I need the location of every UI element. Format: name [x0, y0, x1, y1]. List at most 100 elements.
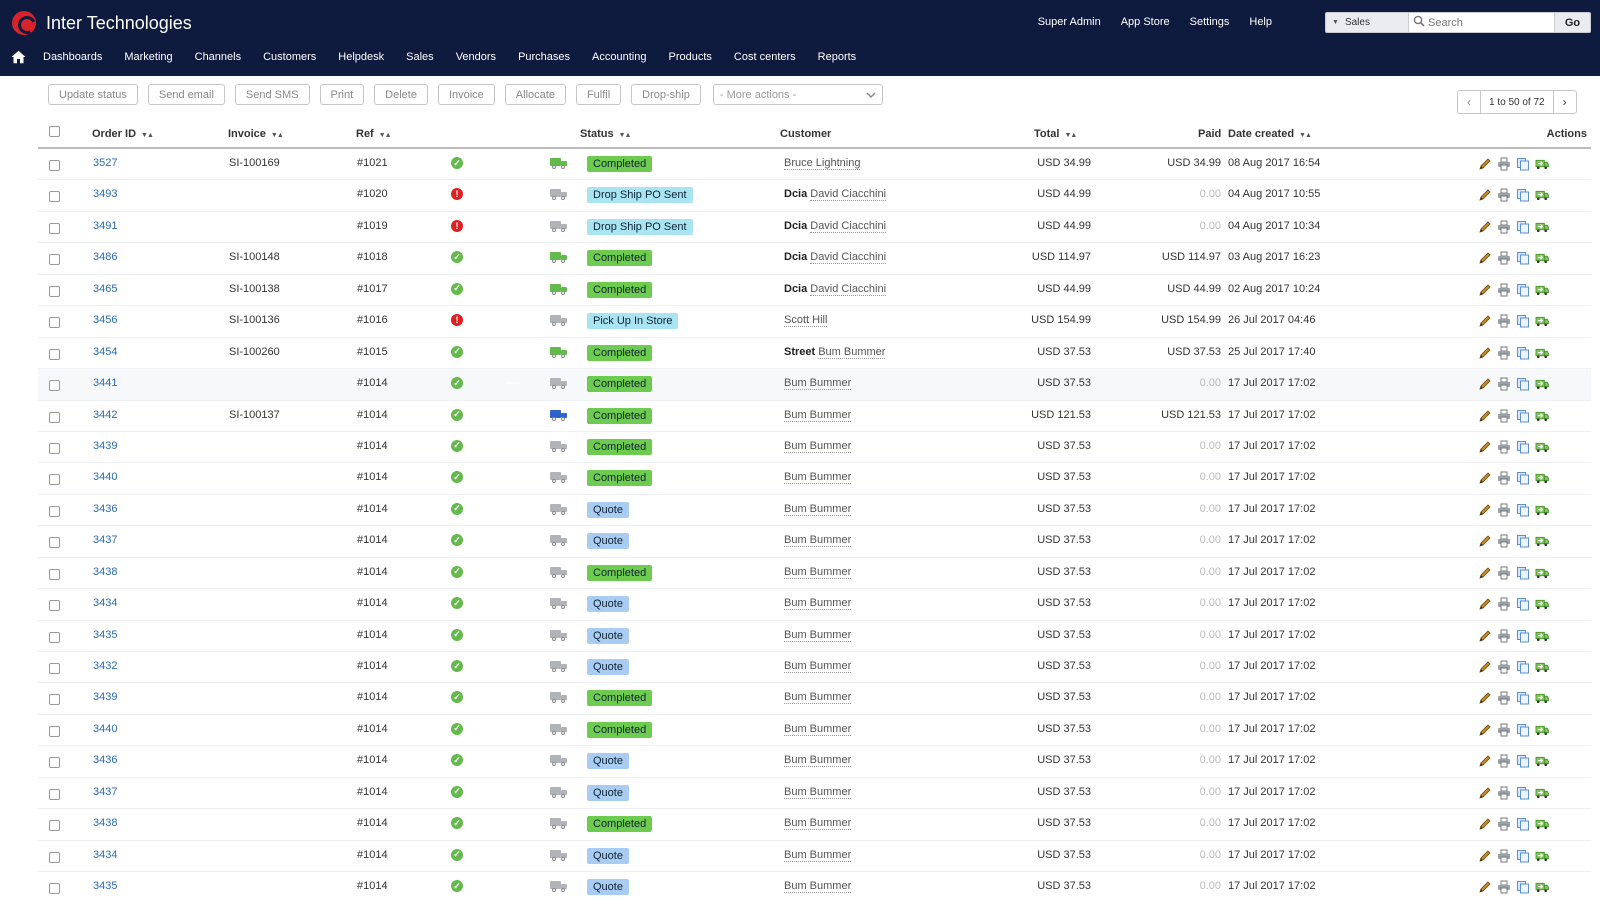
nav-marketing[interactable]: Marketing — [124, 51, 173, 63]
top-link-super-admin[interactable]: Super Admin — [1037, 16, 1101, 28]
status-badge[interactable]: Completed — [587, 344, 653, 361]
copy-icon[interactable] — [1516, 786, 1530, 800]
edit-pencil-icon[interactable] — [1478, 503, 1492, 517]
edit-pencil-icon[interactable] — [1478, 534, 1492, 548]
edit-pencil-icon[interactable] — [1478, 314, 1492, 328]
print-icon[interactable] — [1497, 377, 1511, 391]
print-icon[interactable] — [1497, 220, 1511, 234]
ship-order-icon[interactable] — [1535, 346, 1549, 360]
table-row[interactable]: 3434 #1014 ✓ Quote Bum Bummer USD 37.53 0.00 17… — [38, 589, 1591, 621]
payment-ok-icon[interactable]: ✓ — [451, 471, 463, 484]
order-id-link[interactable]: 3439 — [93, 439, 118, 452]
nav-helpdesk[interactable]: Helpdesk — [338, 51, 385, 63]
customer-cell[interactable]: Bum Bummer — [784, 817, 852, 831]
copy-icon[interactable] — [1516, 723, 1530, 737]
edit-pencil-icon[interactable] — [1478, 691, 1492, 705]
print-icon[interactable] — [1497, 691, 1511, 705]
customer-cell[interactable]: Bum Bummer — [784, 439, 852, 453]
table-row[interactable]: 3435 #1014 ✓ Quote Bum Bummer USD 37.53 0.00 17… — [38, 872, 1591, 900]
status-badge[interactable]: Completed — [587, 376, 653, 393]
edit-pencil-icon[interactable] — [1478, 849, 1492, 863]
brand[interactable]: Inter Technologies — [12, 10, 192, 36]
print-icon[interactable] — [1497, 503, 1511, 517]
print-button[interactable]: Print — [319, 84, 365, 105]
copy-icon[interactable] — [1516, 660, 1530, 674]
row-checkbox[interactable] — [49, 285, 60, 297]
row-checkbox[interactable] — [49, 883, 60, 895]
ship-order-icon[interactable] — [1535, 786, 1549, 800]
status-badge[interactable]: Completed — [587, 816, 653, 833]
copy-icon[interactable] — [1516, 503, 1530, 517]
table-row[interactable]: 3527 SI-100169 #1021 ✓ Completed Bruce Lightn… — [38, 149, 1591, 181]
print-icon[interactable] — [1497, 157, 1511, 171]
table-row[interactable]: 3441 #1014 ✓ Completed Bum Bummer USD 37.53 0.… — [38, 369, 1591, 401]
edit-pencil-icon[interactable] — [1478, 283, 1492, 297]
table-row[interactable]: 3440 #1014 ✓ Completed Bum Bummer USD 37.53 0.… — [38, 715, 1591, 747]
customer-cell[interactable]: Bruce Lightning — [784, 157, 861, 170]
payment-ok-icon[interactable]: ✓ — [451, 848, 463, 861]
order-id-link[interactable]: 3439 — [93, 691, 118, 704]
payment-ok-icon[interactable]: ✓ — [451, 534, 463, 547]
ship-order-icon[interactable] — [1535, 440, 1549, 454]
edit-pencil-icon[interactable] — [1478, 817, 1492, 831]
status-badge[interactable]: Completed — [587, 250, 653, 267]
order-id-link[interactable]: 3434 — [93, 597, 118, 610]
edit-pencil-icon[interactable] — [1478, 220, 1492, 234]
ship-order-icon[interactable] — [1535, 723, 1549, 737]
order-id-link[interactable]: 3486 — [93, 251, 118, 264]
print-icon[interactable] — [1497, 597, 1511, 611]
print-icon[interactable] — [1497, 471, 1511, 485]
ship-order-icon[interactable] — [1535, 629, 1549, 643]
table-row[interactable]: 3493 #1020! Drop Ship PO Sent Dcia David Cia… — [38, 180, 1591, 212]
print-icon[interactable] — [1497, 251, 1511, 265]
copy-icon[interactable] — [1516, 251, 1530, 265]
copy-icon[interactable] — [1516, 157, 1530, 171]
customer-cell[interactable]: Dcia David Ciacchini — [784, 251, 887, 265]
ship-order-icon[interactable] — [1535, 754, 1549, 768]
edit-pencil-icon[interactable] — [1478, 754, 1492, 768]
col-ref[interactable]: Ref ▼▲ — [356, 128, 392, 140]
order-id-link[interactable]: 3434 — [93, 848, 118, 861]
customer-cell[interactable]: Bum Bummer — [784, 691, 852, 705]
top-link-help[interactable]: Help — [1249, 16, 1272, 28]
copy-icon[interactable] — [1516, 440, 1530, 454]
row-checkbox[interactable] — [49, 788, 60, 800]
edit-pencil-icon[interactable] — [1478, 377, 1492, 391]
print-icon[interactable] — [1497, 346, 1511, 360]
copy-icon[interactable] — [1516, 534, 1530, 548]
copy-icon[interactable] — [1516, 566, 1530, 580]
order-id-link[interactable]: 3436 — [93, 502, 118, 515]
row-checkbox[interactable] — [49, 505, 60, 517]
customer-cell[interactable]: Dcia David Ciacchini — [784, 282, 887, 296]
print-icon[interactable] — [1497, 849, 1511, 863]
customer-cell[interactable]: Bum Bummer — [784, 534, 852, 548]
order-id-link[interactable]: 3440 — [93, 722, 118, 735]
customer-cell[interactable]: Bum Bummer — [784, 722, 852, 736]
drop-ship-button[interactable]: Drop-ship — [631, 84, 701, 105]
allocate-button[interactable]: Allocate — [504, 84, 566, 105]
row-checkbox[interactable] — [49, 537, 60, 549]
order-id-link[interactable]: 3438 — [93, 817, 118, 830]
customer-cell[interactable]: Bum Bummer — [784, 471, 852, 485]
row-checkbox[interactable] — [49, 631, 60, 643]
row-checkbox[interactable] — [49, 600, 60, 612]
status-badge[interactable]: Quote — [587, 627, 629, 644]
home-icon[interactable] — [10, 49, 27, 66]
nav-dashboards[interactable]: Dashboards — [43, 51, 103, 63]
payment-ok-icon[interactable]: ✓ — [451, 660, 463, 672]
ship-order-icon[interactable] — [1535, 409, 1549, 423]
table-row[interactable]: 3456 SI-100136 #1016! Pick Up In Store Scott… — [38, 306, 1591, 338]
status-badge[interactable]: Completed — [587, 156, 653, 172]
status-badge[interactable]: Drop Ship PO Sent — [587, 187, 693, 204]
copy-icon[interactable] — [1516, 880, 1530, 894]
row-checkbox[interactable] — [49, 222, 60, 234]
edit-pencil-icon[interactable] — [1478, 188, 1492, 202]
customer-cell[interactable]: Bum Bummer — [784, 565, 852, 579]
row-checkbox[interactable] — [49, 474, 60, 486]
order-id-link[interactable]: 3438 — [93, 565, 118, 578]
copy-icon[interactable] — [1516, 346, 1530, 360]
payment-error-icon[interactable]: ! — [451, 188, 463, 201]
print-icon[interactable] — [1497, 817, 1511, 831]
customer-cell[interactable]: Bum Bummer — [784, 408, 852, 422]
row-checkbox[interactable] — [49, 757, 60, 769]
